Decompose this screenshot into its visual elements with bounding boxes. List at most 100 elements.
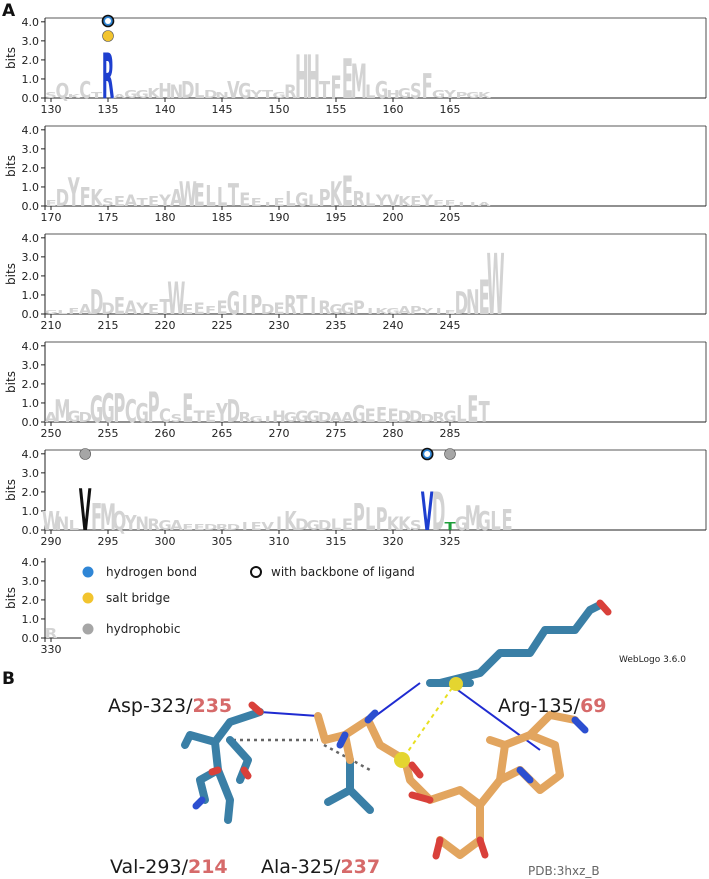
logo-letter-161: G	[398, 87, 411, 102]
logo-letter-163: F	[422, 67, 433, 107]
logo-letter-297: Y	[124, 512, 137, 535]
logo-letter-263: T	[194, 407, 205, 426]
logo-row-2: 0.0 1.0 2.0 3.0 4.0 bits 210 215 220 225 230 235 240…	[4, 232, 707, 335]
logo-letter-216: E	[114, 292, 125, 320]
logo-letter-155: F	[330, 69, 341, 105]
logo-letter-250: A	[45, 411, 58, 426]
logo-letter-252: G	[67, 407, 80, 426]
y-tick-label: 2.0	[22, 270, 40, 283]
x-tick-label: 150	[269, 103, 290, 116]
x-tick-label: 250	[41, 427, 62, 440]
y-tick-label: 1.0	[22, 397, 40, 410]
logo-letter-238: I	[367, 307, 373, 316]
logo-row-4: 0.0 1.0 2.0 3.0 4.0 bits 290 295 300 305 310 315 320…	[4, 447, 707, 548]
x-tick-label: 270	[269, 427, 290, 440]
logo-letter-261: S	[171, 413, 183, 425]
x-tick-label: 225	[212, 319, 233, 332]
logo-letter-294: F	[91, 496, 102, 539]
logo-letter-255: G	[101, 387, 114, 433]
logo-letter-190: E	[273, 197, 284, 209]
logo-letter-330: E	[501, 503, 512, 537]
logo-letter-207: I	[470, 201, 476, 207]
logo-letter-327: M	[465, 499, 481, 539]
x-tick-label: 310	[269, 535, 290, 548]
logo-letter-225: E	[216, 298, 227, 319]
logo-letter-227: I	[242, 291, 248, 321]
logo-letter-251: M	[54, 393, 70, 429]
logo-letter-130: S	[45, 91, 57, 100]
y-tick-label: 0.0	[22, 308, 40, 321]
logo-row-0: 0.0 1.0 2.0 3.0 4.0 bits 130 135 140 145 150 155 160…	[4, 14, 707, 116]
logo-letter-166: P	[455, 91, 467, 100]
y-tick-label: 4.0	[22, 340, 40, 353]
y-axis-label: bits	[4, 479, 18, 501]
ligand-sulfur-atom	[394, 752, 410, 768]
label-ala-325: Ala-325/237	[261, 856, 380, 878]
logo-letter-136: A	[113, 93, 126, 99]
logo-letter-262: E	[182, 387, 193, 433]
logo-letter-243: Y	[420, 307, 434, 316]
x-tick-label: 185	[212, 211, 233, 224]
logo-letter-234: R	[318, 298, 331, 319]
y-axis-label: bits	[4, 47, 18, 69]
logo-letter-182: W	[179, 175, 197, 215]
hydrophobic-marker-icon	[444, 448, 456, 460]
y-tick-label: 1.0	[22, 181, 40, 194]
ligand-sticks	[314, 711, 579, 859]
y-tick-label: 2.0	[22, 378, 40, 391]
logo-letter-210: G	[44, 309, 57, 315]
logo-letter-273: G	[307, 407, 320, 426]
logo-letter-191: L	[285, 188, 295, 211]
logo-letter-300: G	[158, 519, 171, 534]
logo-letter-306: D	[227, 523, 241, 532]
logo-letter-247: N	[466, 283, 480, 323]
logo-letter-150: G	[272, 91, 285, 100]
logo-letter-278: E	[365, 406, 376, 427]
logo-letter-222: E	[182, 303, 193, 318]
x-tick-label: 145	[212, 103, 233, 116]
x-tick-label: 330	[41, 643, 62, 656]
logo-letter-296: Q	[112, 507, 126, 537]
logo-letter-319: P	[376, 501, 388, 537]
label-arg-135: Arg-135/69	[498, 695, 607, 717]
logo-letter-326: G	[455, 514, 468, 535]
logo-letter-284: R	[432, 411, 445, 426]
x-tick-label: 240	[383, 319, 404, 332]
arginine-center-atom	[449, 677, 463, 691]
logo-letter-162: S	[410, 80, 422, 103]
logo-letter-165: Y	[443, 89, 457, 101]
logo-letter-325: T	[444, 521, 456, 533]
logo-letter-276: A	[341, 411, 354, 426]
y-tick-label: 3.0	[22, 467, 40, 480]
logo-letter-248: E	[479, 271, 490, 326]
x-tick-label: 255	[98, 427, 119, 440]
x-tick-label: 280	[383, 427, 404, 440]
x-tick-label: 285	[440, 427, 461, 440]
y-tick-label: 1.0	[22, 289, 40, 302]
logo-letter-221: W	[167, 273, 185, 325]
logo-letter-211: L	[57, 309, 68, 315]
logo-letter-299: R	[147, 515, 160, 534]
y-tick-label: 1.0	[22, 613, 40, 626]
logo-letter-244: I	[436, 307, 442, 316]
logo-letter-133: C	[79, 76, 91, 104]
panel-a-label: A	[2, 1, 16, 21]
logo-letter-271: G	[284, 411, 297, 426]
y-tick-label: 2.0	[22, 162, 40, 175]
x-tick-label: 275	[326, 427, 347, 440]
x-tick-label: 190	[269, 211, 290, 224]
logo-letter-138: G	[136, 89, 149, 101]
logo-letter-241: A	[398, 305, 411, 317]
logo-letter-324: D	[432, 483, 446, 544]
logo-letter-229: D	[261, 303, 275, 318]
structure-panel: Asp-323/235 Arg-135/69 Val-293/214 Ala-3…	[108, 599, 612, 878]
logo-letter-151: R	[284, 82, 297, 103]
logo-letter-281: D	[398, 407, 412, 426]
logo-letter-186: T	[228, 177, 239, 213]
logo-letter-257: C	[125, 393, 137, 429]
x-tick-label: 210	[41, 319, 62, 332]
salt-bridge-marker-icon	[102, 30, 114, 42]
logo-letter-269: I	[265, 415, 271, 424]
logo-letter-154: T	[319, 76, 330, 104]
